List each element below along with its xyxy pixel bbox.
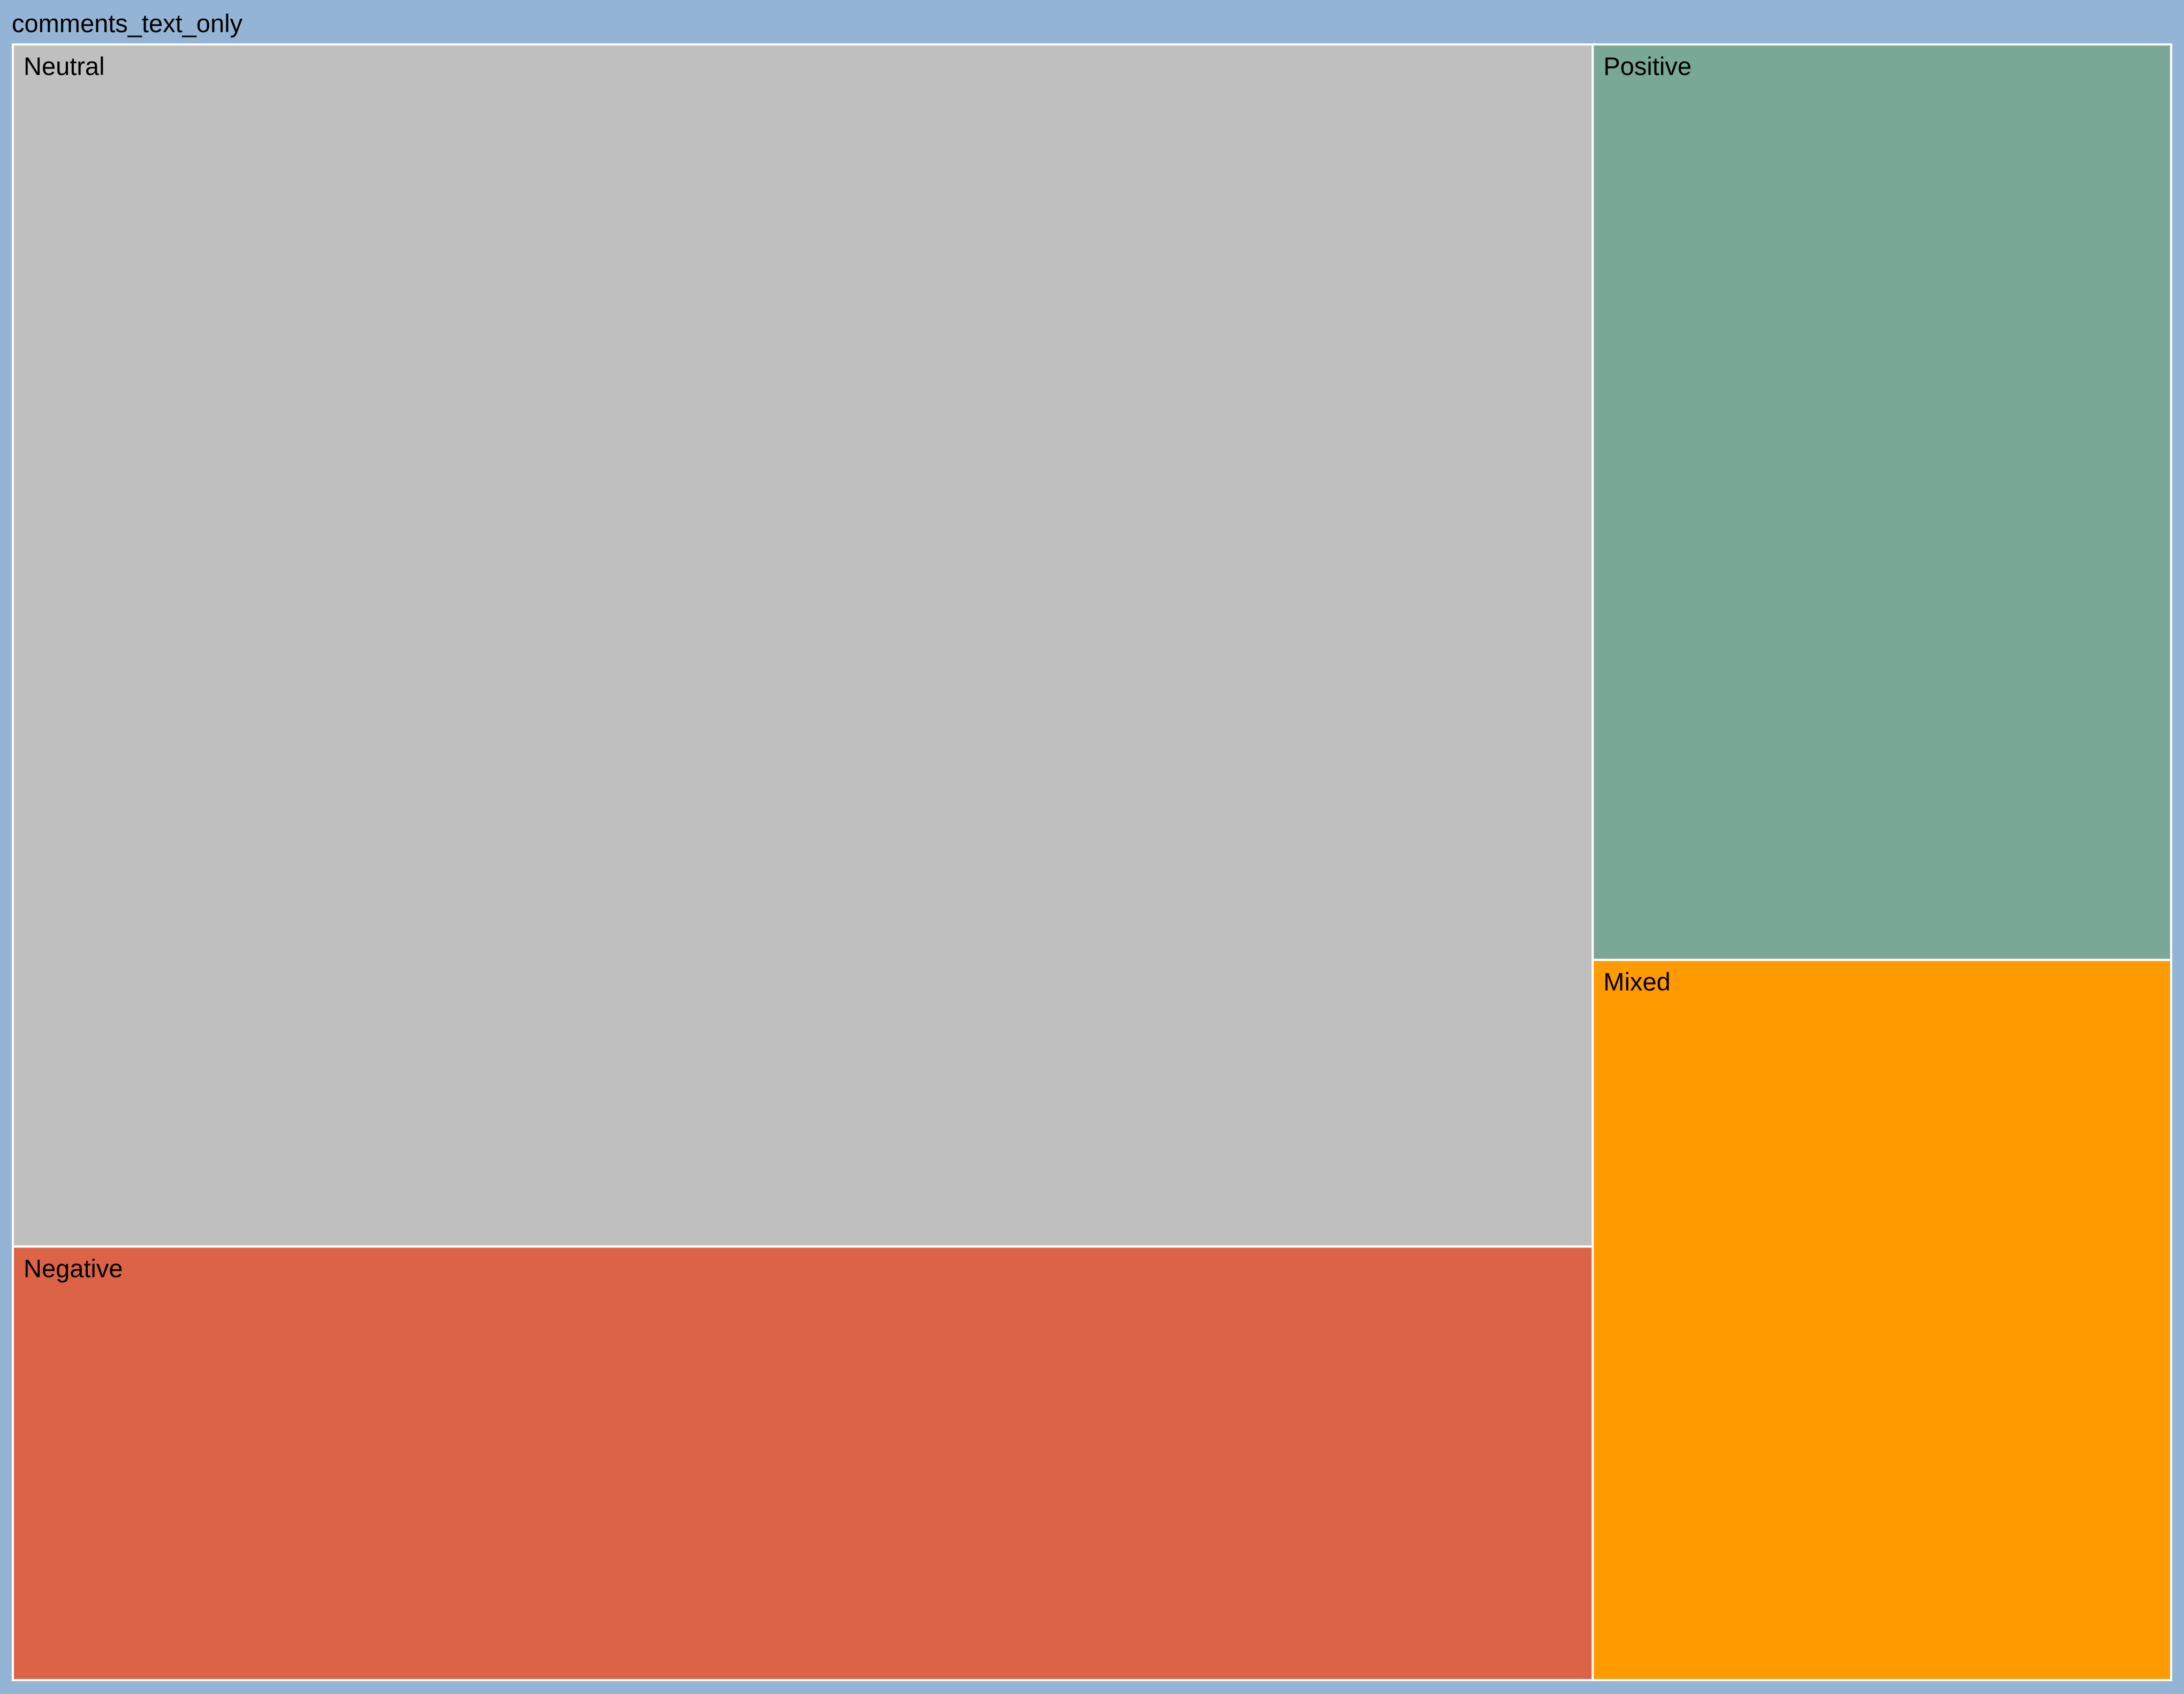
treemap-tile-positive[interactable] — [1591, 43, 2173, 961]
treemap-label-negative: Negative — [24, 1254, 123, 1282]
treemap-leaves: Neutral Negative Positive Mixed — [12, 43, 2173, 1681]
treemap-label-mixed: Mixed — [1603, 967, 1670, 996]
treemap-tile-negative[interactable] — [12, 1245, 1594, 1681]
treemap-tile-mixed[interactable] — [1591, 958, 2173, 1681]
treemap-label-positive: Positive — [1603, 52, 1692, 80]
root-title: comments_text_only — [12, 9, 243, 37]
treemap-label-neutral: Neutral — [24, 52, 105, 80]
treemap-tile-neutral[interactable] — [12, 43, 1594, 1248]
